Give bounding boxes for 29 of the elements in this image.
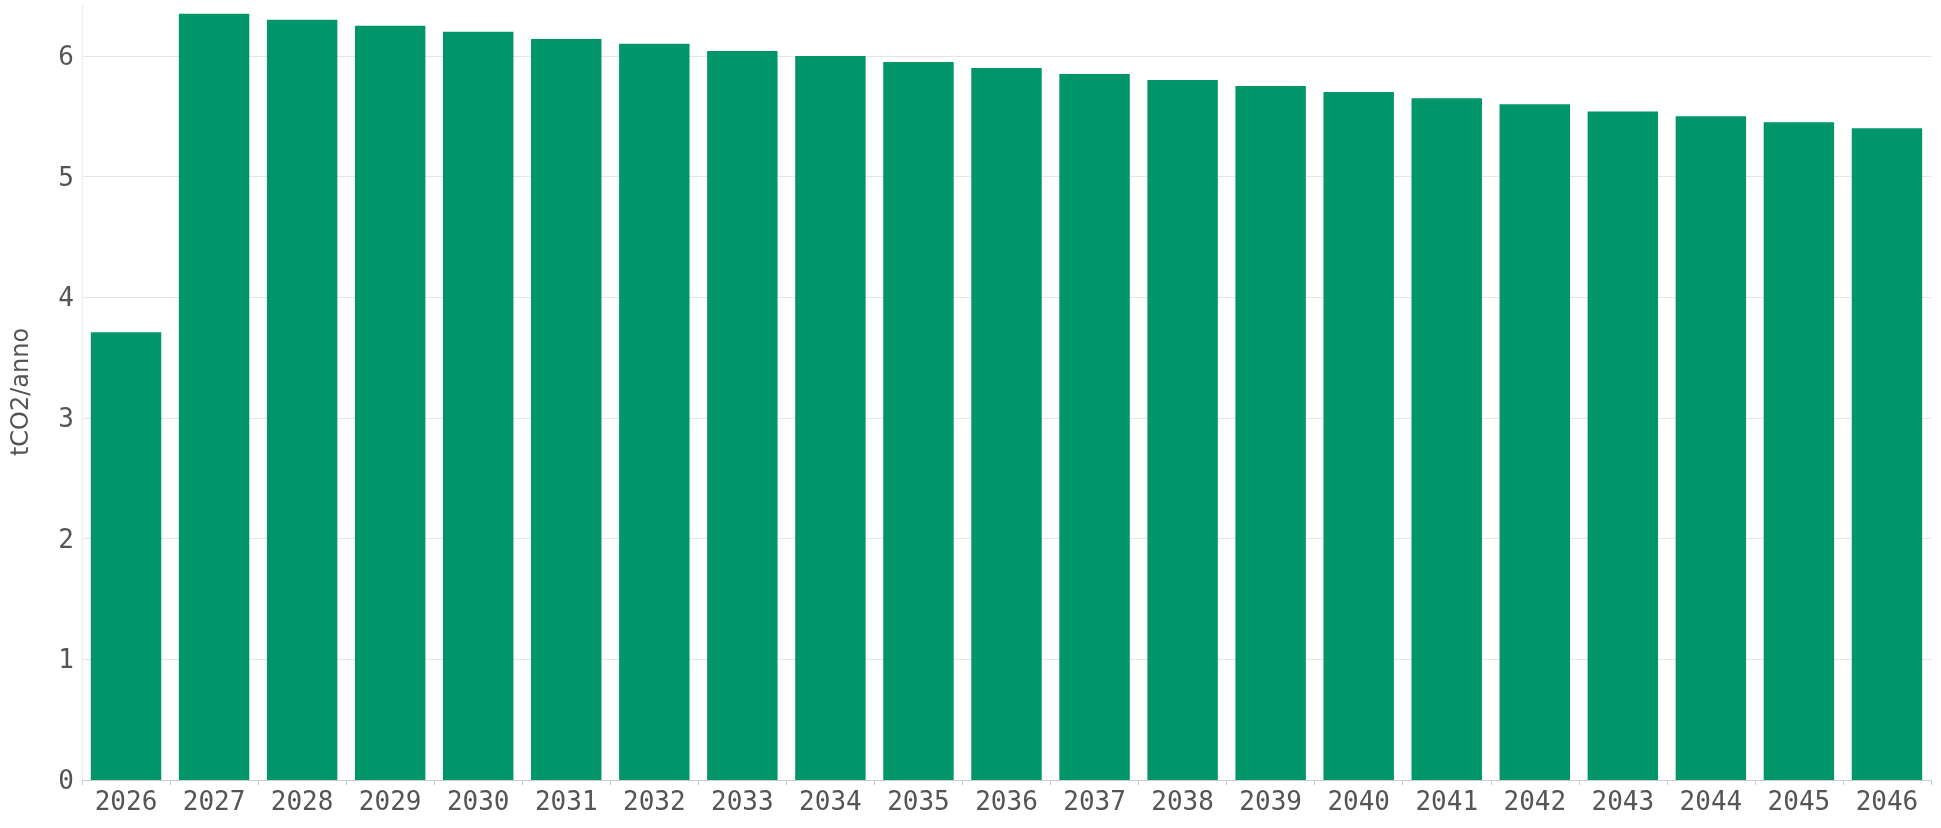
- x-tick-label: 2043: [1591, 786, 1655, 816]
- x-tick-label: 2036: [975, 786, 1038, 816]
- x-tick-label: 2033: [711, 786, 774, 816]
- x-tick-label: 2032: [623, 786, 686, 816]
- x-tick-label: 2037: [1063, 786, 1126, 816]
- y-tick-label: 3: [58, 402, 74, 433]
- y-tick-label: 4: [58, 282, 74, 313]
- x-tick-label: 2031: [534, 786, 598, 816]
- y-tick-label: 5: [58, 161, 74, 192]
- x-tick-label: 2029: [358, 786, 422, 816]
- x-tick-label: 2027: [182, 786, 246, 816]
- x-tick-label: 2040: [1327, 786, 1390, 816]
- x-tick-label: 2042: [1503, 786, 1567, 816]
- x-tick-label: 2030: [446, 786, 510, 816]
- x-tick-label: 2034: [799, 786, 862, 816]
- y-tick-label: 2: [58, 523, 74, 554]
- x-tick-label: 2038: [1151, 786, 1214, 816]
- y-axis-title: tCO2/anno: [6, 327, 34, 457]
- x-tick-label: 2046: [1855, 786, 1919, 816]
- x-tick-label: 2026: [94, 786, 158, 816]
- x-tick-label: 2039: [1239, 786, 1302, 816]
- x-tick-label: 2028: [270, 786, 334, 816]
- y-tick-label: 0: [58, 765, 74, 795]
- x-tick-label: 2044: [1679, 786, 1743, 816]
- x-tick-label: 2041: [1415, 786, 1479, 816]
- y-tick-label: 6: [58, 40, 74, 71]
- x-tick-label: 2035: [887, 786, 950, 816]
- x-tick-label: 2045: [1767, 786, 1831, 816]
- y-tick-label: 1: [58, 644, 74, 675]
